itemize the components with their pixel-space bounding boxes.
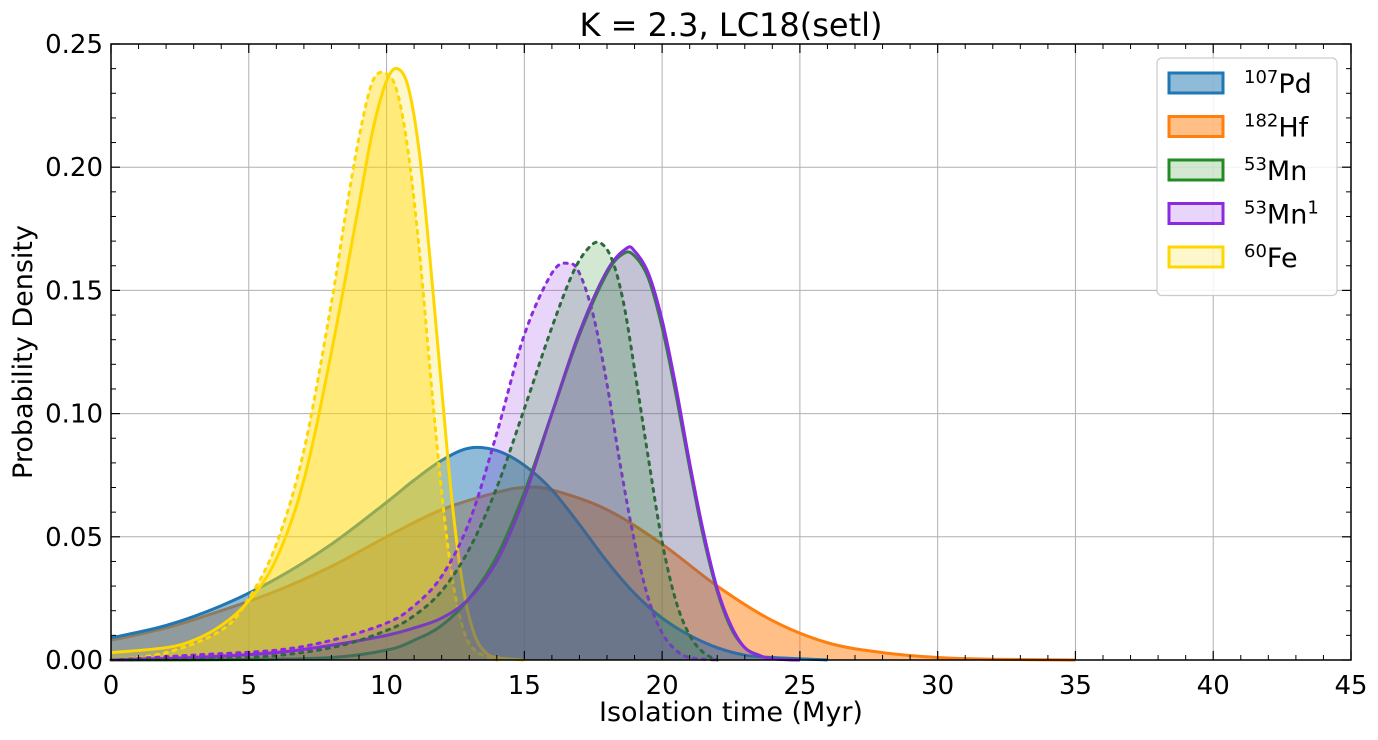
x-tick-label: 45 [1334, 671, 1367, 701]
legend-label: 182Hf [1244, 111, 1310, 144]
legend-label: 53Mn [1244, 154, 1307, 187]
x-tick-label: 10 [370, 671, 403, 701]
series-5 [109, 70, 499, 662]
legend-label-base: Mn [1267, 156, 1307, 187]
series-layer [109, 66, 1076, 662]
series-line [110, 445, 828, 662]
legend-label-superscript: 53 [1244, 198, 1267, 219]
legend-item: 53Mn1 [1167, 198, 1319, 231]
legend-label-superscript: 60 [1244, 241, 1267, 262]
y-tick-label: 0.05 [45, 523, 103, 553]
series-6 [109, 261, 719, 662]
legend-swatch [1167, 245, 1225, 269]
x-tick-label: 0 [103, 671, 120, 701]
series-area [111, 263, 718, 660]
legend-swatch [1167, 71, 1225, 95]
x-axis-label: Isolation time (Myr) [599, 697, 863, 728]
legend-item: 182Hf [1167, 111, 1310, 144]
series-area [111, 251, 800, 661]
legend-item: 60Fe [1167, 241, 1298, 274]
x-tick-label: 15 [508, 671, 541, 701]
x-tick-label: 35 [1059, 671, 1092, 701]
series-line [109, 240, 719, 662]
legend-label: 60Fe [1244, 241, 1298, 274]
series-line [109, 70, 499, 662]
legend-label-base: Fe [1267, 243, 1298, 274]
legend-label-base: Pd [1278, 69, 1311, 100]
y-tick-label: 0.10 [45, 400, 103, 430]
chart-title: K = 2.3, LC18(setl) [579, 6, 882, 44]
legend-swatch [1167, 202, 1225, 225]
legend-label: 53Mn1 [1244, 198, 1319, 231]
legend-label-superscript: 182 [1244, 111, 1278, 132]
legend-label-superscript: 53 [1244, 154, 1267, 175]
ticks [110, 43, 1352, 661]
tick-labels: 0 5 10 15 20 25 30 35 40 45 0.00 0.05 0.10 0.15 0.20 0.… [45, 30, 1367, 701]
series-0 [110, 445, 828, 662]
legend-label-base: Mn [1267, 200, 1307, 231]
series-line [110, 245, 800, 662]
legend-swatch [1167, 158, 1225, 182]
x-tick-label: 30 [921, 671, 954, 701]
legend-swatch [1167, 115, 1225, 138]
y-axis-label: Probability Density [8, 225, 39, 479]
series-3 [110, 245, 800, 662]
y-tick-label: 0.15 [45, 276, 103, 306]
series-area [111, 72, 497, 660]
x-tick-label: 40 [1197, 671, 1230, 701]
series-area [111, 242, 718, 660]
plot-frame [110, 43, 1352, 661]
x-tick-label: 20 [646, 671, 679, 701]
series-area [111, 246, 800, 660]
x-tick-label: 5 [241, 671, 258, 701]
legend-label-superscript: 107 [1244, 67, 1278, 88]
series-7 [109, 240, 719, 662]
y-tick-label: 0.25 [45, 30, 103, 60]
legend-label: 107Pd [1244, 67, 1312, 100]
y-tick-label: 0.20 [45, 153, 103, 183]
legend-label-base: Hf [1278, 113, 1309, 144]
legend-item: 107Pd [1167, 67, 1312, 100]
series-area [111, 68, 525, 661]
y-tick-label: 0.00 [45, 646, 103, 676]
series-line [109, 261, 719, 662]
legend-label-superscript: 1 [1307, 198, 1318, 219]
legend-item: 53Mn [1167, 154, 1307, 187]
x-tick-label: 25 [783, 671, 816, 701]
